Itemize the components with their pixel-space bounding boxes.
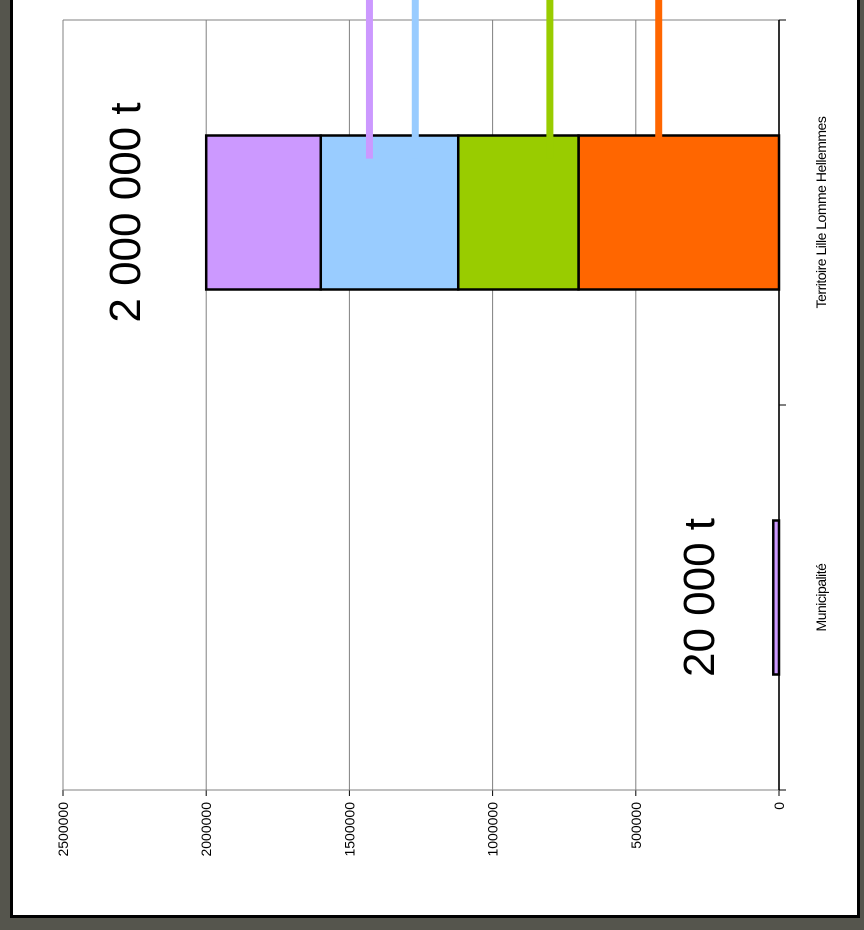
annotation-label: 2 000 000 t [101, 102, 150, 322]
tick-label: 0 [771, 802, 787, 810]
tick-label: 1500000 [341, 802, 357, 857]
annotation-label: 20 000 t [675, 518, 724, 677]
tick-label: 2500000 [55, 802, 71, 857]
leader-layer [365, 0, 663, 159]
category-label: Territoire Lille Lomme Hellemmes [813, 116, 829, 308]
tick-label: 1000000 [485, 802, 501, 857]
tick-label: 500000 [628, 802, 644, 849]
bar-layer [204, 134, 781, 676]
label-layer: Municipalité Territoire Lille Lomme Helle… [101, 102, 829, 677]
bar-segment [204, 134, 323, 291]
tick-label: 2000000 [198, 802, 214, 857]
bar-segment [456, 134, 580, 291]
axis-layer: 0 500000 1000000 1500000 2000000 2500000 [55, 19, 787, 857]
bar-segment [772, 519, 781, 676]
bar-segment [577, 134, 781, 291]
bar-segment [319, 134, 460, 291]
category-label: Municipalité [813, 563, 829, 632]
